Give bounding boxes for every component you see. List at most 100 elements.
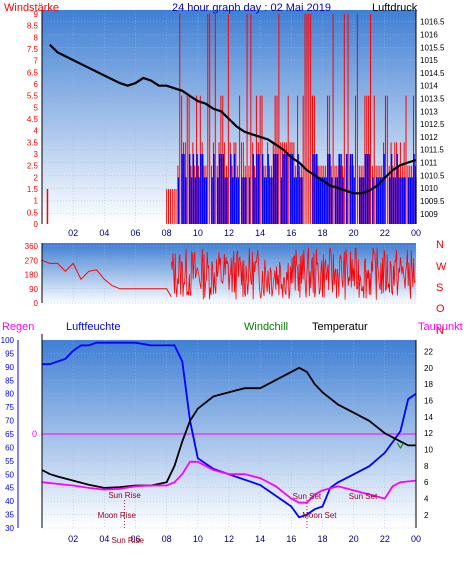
pressure-tick-label: 1010 [420,184,438,193]
event-label: Moon Set [302,511,337,520]
humidity-tick-label: 40 [5,497,14,506]
compass-label: S [436,282,443,294]
wind-direction-tick-label: 360 [25,242,39,251]
pressure-line-group [49,43,417,195]
pressure-tick-label: 1012 [420,133,438,142]
wind-speed-tick-label: 6.5 [27,68,39,77]
compass-label: N [436,325,444,337]
wind-direction-dense-line [170,247,416,300]
wind-speed-tick-label: 4 [34,127,39,136]
wind-speed-tick-label: 3 [34,150,39,159]
event-label: Moon Rise [98,511,137,520]
x-tick-label: 22 [380,534,390,544]
wind-pressure-ticks: 02 04 06 08 10 12 14 16 18 20 22 0000.511.522.533.5… [27,10,445,238]
wind-direction-tick-label: 180 [25,271,39,280]
wind-speed-tick-label: 3.5 [27,138,39,147]
chart-title: 24 hour graph day : 02 Mai 2019 [172,2,331,14]
pressure-axis-title: Luftdruck [372,2,418,14]
pressure-tick-label: 1016.5 [420,18,445,27]
pressure-tick-label: 1014 [420,82,438,91]
x-tick-label: 16 [286,534,296,544]
legend-luftfeuchte: Luftfeuchte [66,321,120,333]
humidity-tick-label: 65 [5,430,14,439]
series-line-temperatur [41,366,416,489]
x-tick-label: 22 [380,228,390,238]
wind-speed-axis-title: Windstärke [4,2,59,14]
compass-label: O [436,303,445,315]
legend-taupunkt: Taupunkt [418,321,463,333]
wind-speed-tick-label: 7 [34,57,39,66]
humidity-tick-label: 70 [5,417,14,426]
wind-speed-tick-label: 7.5 [27,45,39,54]
pressure-tick-label: 1015.5 [420,43,445,52]
pressure-line [49,43,417,195]
legend-regen: Regen [2,321,34,333]
humidity-tick-label: 75 [5,403,14,412]
x-tick-label: 08 [162,534,172,544]
temperature-tick-label: 22 [424,347,433,356]
legend-windchill: Windchill [244,321,288,333]
humidity-tick-label: 60 [5,443,14,452]
humidity-tick-label: 85 [5,376,14,385]
wind-speed-tick-label: 5.5 [27,92,39,101]
humidity-tick-label: 95 [5,349,14,358]
humidity-tick-label: 90 [5,363,14,372]
wind-speed-tick-label: 4.5 [27,115,39,124]
x-tick-label: 00 [411,228,421,238]
event-label: Sun Rise [111,536,144,545]
pressure-tick-label: 1010.5 [420,171,445,180]
pressure-tick-label: 1012.5 [420,120,445,129]
pressure-tick-label: 1009 [420,210,438,219]
wind-direction-line [41,259,172,297]
x-tick-label: 14 [255,534,265,544]
x-tick-label: 18 [317,228,327,238]
humidity-tick-label: 50 [5,470,14,479]
humidity-tick-label: 55 [5,457,14,466]
temperature-tick-label: 8 [424,462,429,471]
x-tick-label: 06 [130,228,140,238]
humidity-tick-label: 100 [1,336,15,345]
compass-label: N [436,239,444,251]
x-tick-label: 10 [193,534,203,544]
temperature-tick-label: 18 [424,380,433,389]
event-label: Sun Set [293,492,322,501]
temperature-tick-label: 16 [424,396,433,405]
x-tick-label: 02 [68,534,78,544]
x-tick-label: 00 [411,534,421,544]
temperature-tick-label: 14 [424,413,433,422]
x-tick-label: 12 [224,534,234,544]
x-tick-label: 12 [224,228,234,238]
wind-direction-tick-label: 0 [34,299,39,308]
legend-temperatur: Temperatur [312,321,368,333]
wind-speed-tick-label: 5 [34,103,39,112]
pressure-tick-label: 1013.5 [420,95,445,104]
pressure-tick-label: 1015 [420,56,438,65]
wind-speed-tick-label: 9 [34,10,39,19]
x-tick-label: 02 [68,228,78,238]
wind-direction-tick-label: 90 [29,285,38,294]
wind-direction-line-group [41,247,416,300]
wind-speed-tick-label: 2.5 [27,162,39,171]
pressure-tick-label: 1013 [420,107,438,116]
wind-speed-tick-label: 0.5 [27,208,39,217]
temperature-tick-label: 10 [424,446,433,455]
humidity-tick-label: 35 [5,511,14,520]
compass-label: W [436,261,447,273]
pressure-tick-label: 1009.5 [420,197,445,206]
x-tick-label: 20 [349,534,359,544]
wind-direction-tick-label: 270 [25,256,39,265]
series-line-windchill [396,442,404,449]
pressure-tick-label: 1016 [420,30,438,39]
wind-speed-tick-label: 6 [34,80,39,89]
wind-speed-tick-label: 2 [34,173,39,182]
pressure-tick-label: 1011 [420,159,438,168]
humidity-temperature-line-group [41,341,417,519]
x-tick-label: 04 [99,534,109,544]
x-tick-label: 20 [349,228,359,238]
pressure-tick-label: 1014.5 [420,69,445,78]
x-tick-label: 04 [99,228,109,238]
x-tick-label: 10 [193,228,203,238]
temperature-tick-label: 12 [424,429,433,438]
